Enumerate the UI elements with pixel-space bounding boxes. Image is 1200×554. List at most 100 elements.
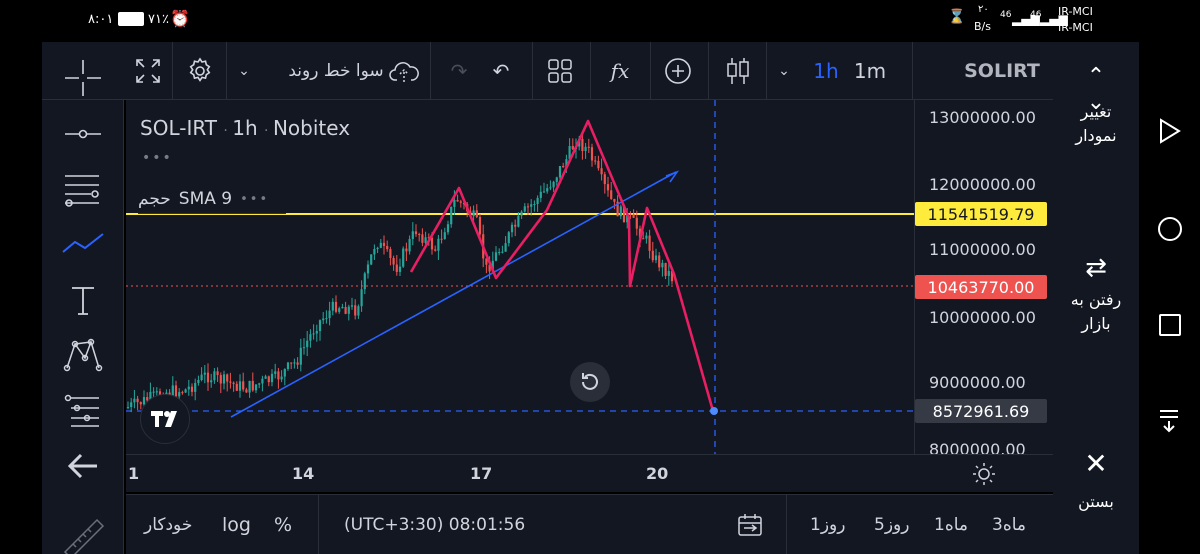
chart-legend[interactable]: SOL-IRT · 1h · Nobitex <box>140 116 351 140</box>
candle-body <box>290 362 293 364</box>
log-scale-button[interactable]: log <box>222 514 251 536</box>
candle-body <box>376 247 379 249</box>
legend-interval: 1h <box>232 116 258 140</box>
candle-body <box>325 318 328 320</box>
auto-scale-button[interactable]: خودکار <box>144 515 193 535</box>
candle-body <box>536 197 539 205</box>
candle-body <box>274 371 277 374</box>
candle-body <box>504 243 507 252</box>
candle-body <box>539 191 542 198</box>
home-circle-icon[interactable] <box>1157 216 1183 246</box>
candle-body <box>491 260 494 272</box>
legend-more-dots[interactable]: ••• <box>142 150 173 166</box>
range-button[interactable]: 1ماه <box>934 515 969 535</box>
fullscreen-icon[interactable] <box>126 42 170 100</box>
trend-label[interactable]: سوا خط روند <box>288 61 384 81</box>
net-speed-unit: B/s <box>974 20 991 33</box>
price-level: 11000000.00 <box>929 240 1036 259</box>
candle-body <box>261 378 264 384</box>
indicator-more-dots[interactable]: ••• <box>240 191 270 207</box>
undo-icon[interactable]: ↶ <box>492 59 510 83</box>
candle-body <box>354 305 357 316</box>
interval-1h-button[interactable]: 1h <box>813 59 839 83</box>
redo-icon[interactable]: ↷ <box>450 59 468 83</box>
chart-canvas[interactable]: SOL-IRT · 1h · Nobitex ••• حجم SMA 9 ••• <box>126 100 914 492</box>
layout-grid-icon[interactable] <box>538 42 582 100</box>
cloud-upload-icon[interactable] <box>384 42 424 100</box>
candle-body <box>392 257 395 265</box>
interval-chevron-icon[interactable]: ⌄ <box>778 63 790 79</box>
range-button[interactable]: 3ماه <box>992 515 1027 535</box>
time-label: 17 <box>470 464 493 483</box>
side-panel: ⌃ ⌄ تغییر نمودار ⇄ رفتن به بازار ✕ بستن <box>1053 42 1139 554</box>
candle-body <box>408 239 411 252</box>
range-button[interactable]: 5روز <box>874 515 910 535</box>
trendline <box>230 171 677 418</box>
add-circle-icon[interactable] <box>656 42 700 100</box>
prediction-tool-icon[interactable] <box>42 388 124 432</box>
go-market-line1: رفتن به <box>1070 290 1122 309</box>
change-chart-button[interactable]: تغییر نمودار <box>1053 100 1139 148</box>
candle-body <box>178 392 181 397</box>
candles-group <box>126 131 674 413</box>
reset-view-button[interactable] <box>570 362 610 402</box>
candle-body <box>514 224 517 227</box>
candle-body <box>664 262 667 276</box>
text-tool-icon[interactable] <box>42 278 124 322</box>
settings-gear-icon[interactable] <box>178 42 222 100</box>
candle-body <box>341 306 344 309</box>
candle-body <box>382 242 386 246</box>
fib-tool-icon[interactable] <box>42 168 124 212</box>
candle-body <box>498 252 501 254</box>
candles-icon[interactable] <box>716 42 760 100</box>
chevron-down-icon[interactable]: ⌄ <box>238 63 250 79</box>
candle-body <box>267 376 270 383</box>
close-icon[interactable]: ✕ <box>1084 447 1108 480</box>
candle-body <box>350 305 354 307</box>
pattern-tool-icon[interactable] <box>42 332 124 376</box>
candle-body <box>226 374 229 382</box>
recents-square-icon[interactable] <box>1158 313 1182 341</box>
candle-body <box>299 347 302 365</box>
candle-body <box>430 237 434 250</box>
timezone-clock[interactable]: (UTC+3:30) 08:01:56 <box>344 515 526 535</box>
indicator-legend[interactable]: حجم SMA 9 ••• <box>138 184 286 214</box>
sort-chevrons-icon[interactable]: ⌃ ⌄ <box>1086 64 1106 115</box>
change-chart-line2: نمودار <box>1075 126 1117 145</box>
go-to-market-button[interactable]: رفتن به بازار <box>1053 288 1139 336</box>
back-triangle-icon[interactable] <box>1157 118 1183 148</box>
level-price-tag: 11541519.79 <box>915 202 1047 226</box>
candle-body <box>635 217 638 229</box>
candle-body <box>216 371 219 376</box>
time-axis[interactable]: 1 14 17 20 <box>126 454 1053 492</box>
candle-body <box>379 242 382 248</box>
candle-body <box>571 146 574 150</box>
date-range-icon[interactable] <box>736 495 764 554</box>
back-arrow-icon[interactable] <box>42 444 124 488</box>
crosshair-icon[interactable] <box>42 56 124 100</box>
candle-body <box>619 206 622 217</box>
candle-body <box>286 362 290 369</box>
clock: ۸:۰۱ <box>88 12 114 27</box>
tradingview-logo[interactable] <box>140 394 190 444</box>
candle-body <box>590 147 594 161</box>
ruler-icon[interactable] <box>42 514 124 554</box>
chart-svg[interactable] <box>126 100 914 492</box>
candle-body <box>478 217 482 235</box>
close-button[interactable]: بستن <box>1078 492 1114 511</box>
candle-body <box>658 255 661 268</box>
trendline-tool-icon[interactable] <box>42 222 124 266</box>
chart-settings-sun-icon[interactable] <box>914 455 1053 493</box>
symbol-button[interactable]: SOLIRT <box>964 60 1040 82</box>
swap-arrows-icon[interactable]: ⇄ <box>1085 253 1107 283</box>
candle-body <box>626 213 629 223</box>
indicators-fx-button[interactable]: fx <box>610 59 630 83</box>
range-button[interactable]: 1روز <box>810 515 846 535</box>
interval-1m-button[interactable]: 1m <box>853 59 887 83</box>
candle-body <box>488 264 491 272</box>
price-axis[interactable]: 13000000.00 12000000.00 11000000.00 1000… <box>914 100 1053 454</box>
horizontal-ray-icon[interactable] <box>42 112 124 156</box>
percent-scale-button[interactable]: % <box>274 514 293 536</box>
time-label: 14 <box>292 464 315 483</box>
nav-hide-icon[interactable] <box>1157 408 1181 438</box>
